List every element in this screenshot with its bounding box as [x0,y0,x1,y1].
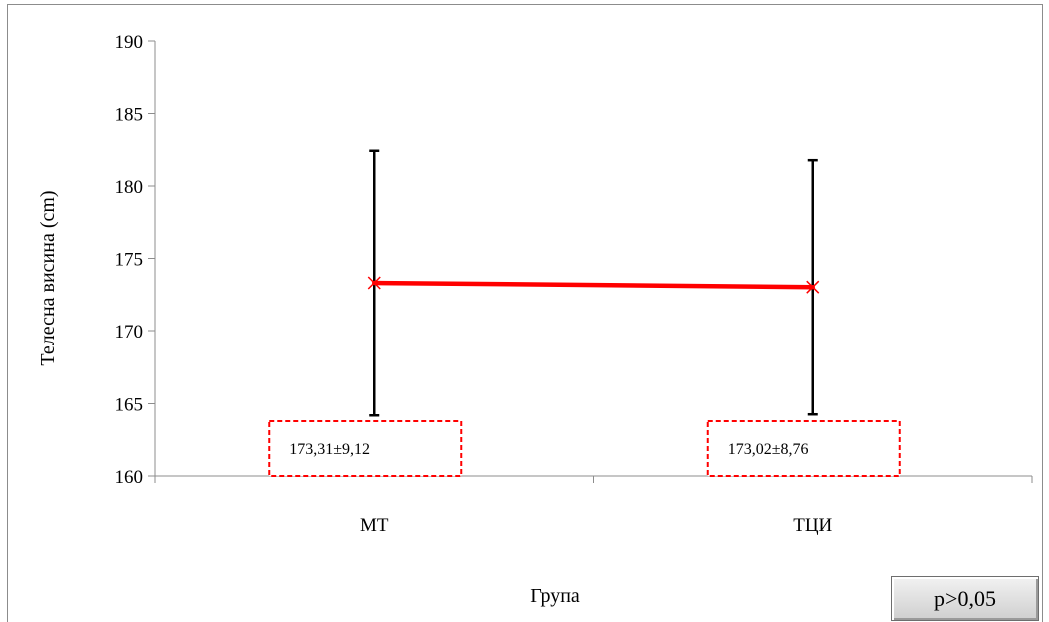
x-axis-title: Група [530,585,580,607]
chart-frame [7,4,1043,622]
x-tick-label: ТЦИ [793,515,832,536]
data-series [367,276,820,294]
annotation-text: 173,31±9,12 [289,441,370,458]
y-axis: 160 165 170 175 180 185 190 [115,32,156,488]
y-tick-label: 165 [115,395,144,416]
value-annotations: 173,31±9,12 173,02±8,76 [268,420,901,477]
x-axis: МТ ТЦИ [154,475,1033,536]
y-tick-label: 190 [115,32,144,53]
y-tick-label: 180 [115,177,144,198]
y-tick-label: 185 [115,105,144,126]
y-tick-label: 175 [115,250,144,271]
annotation-box [268,420,463,477]
annotation-text: 173,02±8,76 [728,441,809,458]
series-line [372,280,815,290]
y-tick-label: 160 [115,467,144,488]
y-tick-label: 170 [115,322,144,343]
y-axis-title: Телесна висина (cm) [37,190,59,365]
data-point-marker [806,280,820,294]
annotation-box [706,420,901,477]
significance-box: p>0,05 [891,576,1039,621]
x-tick-label: МТ [360,515,389,536]
significance-text: p>0,05 [934,585,996,611]
data-point-marker [367,276,381,290]
